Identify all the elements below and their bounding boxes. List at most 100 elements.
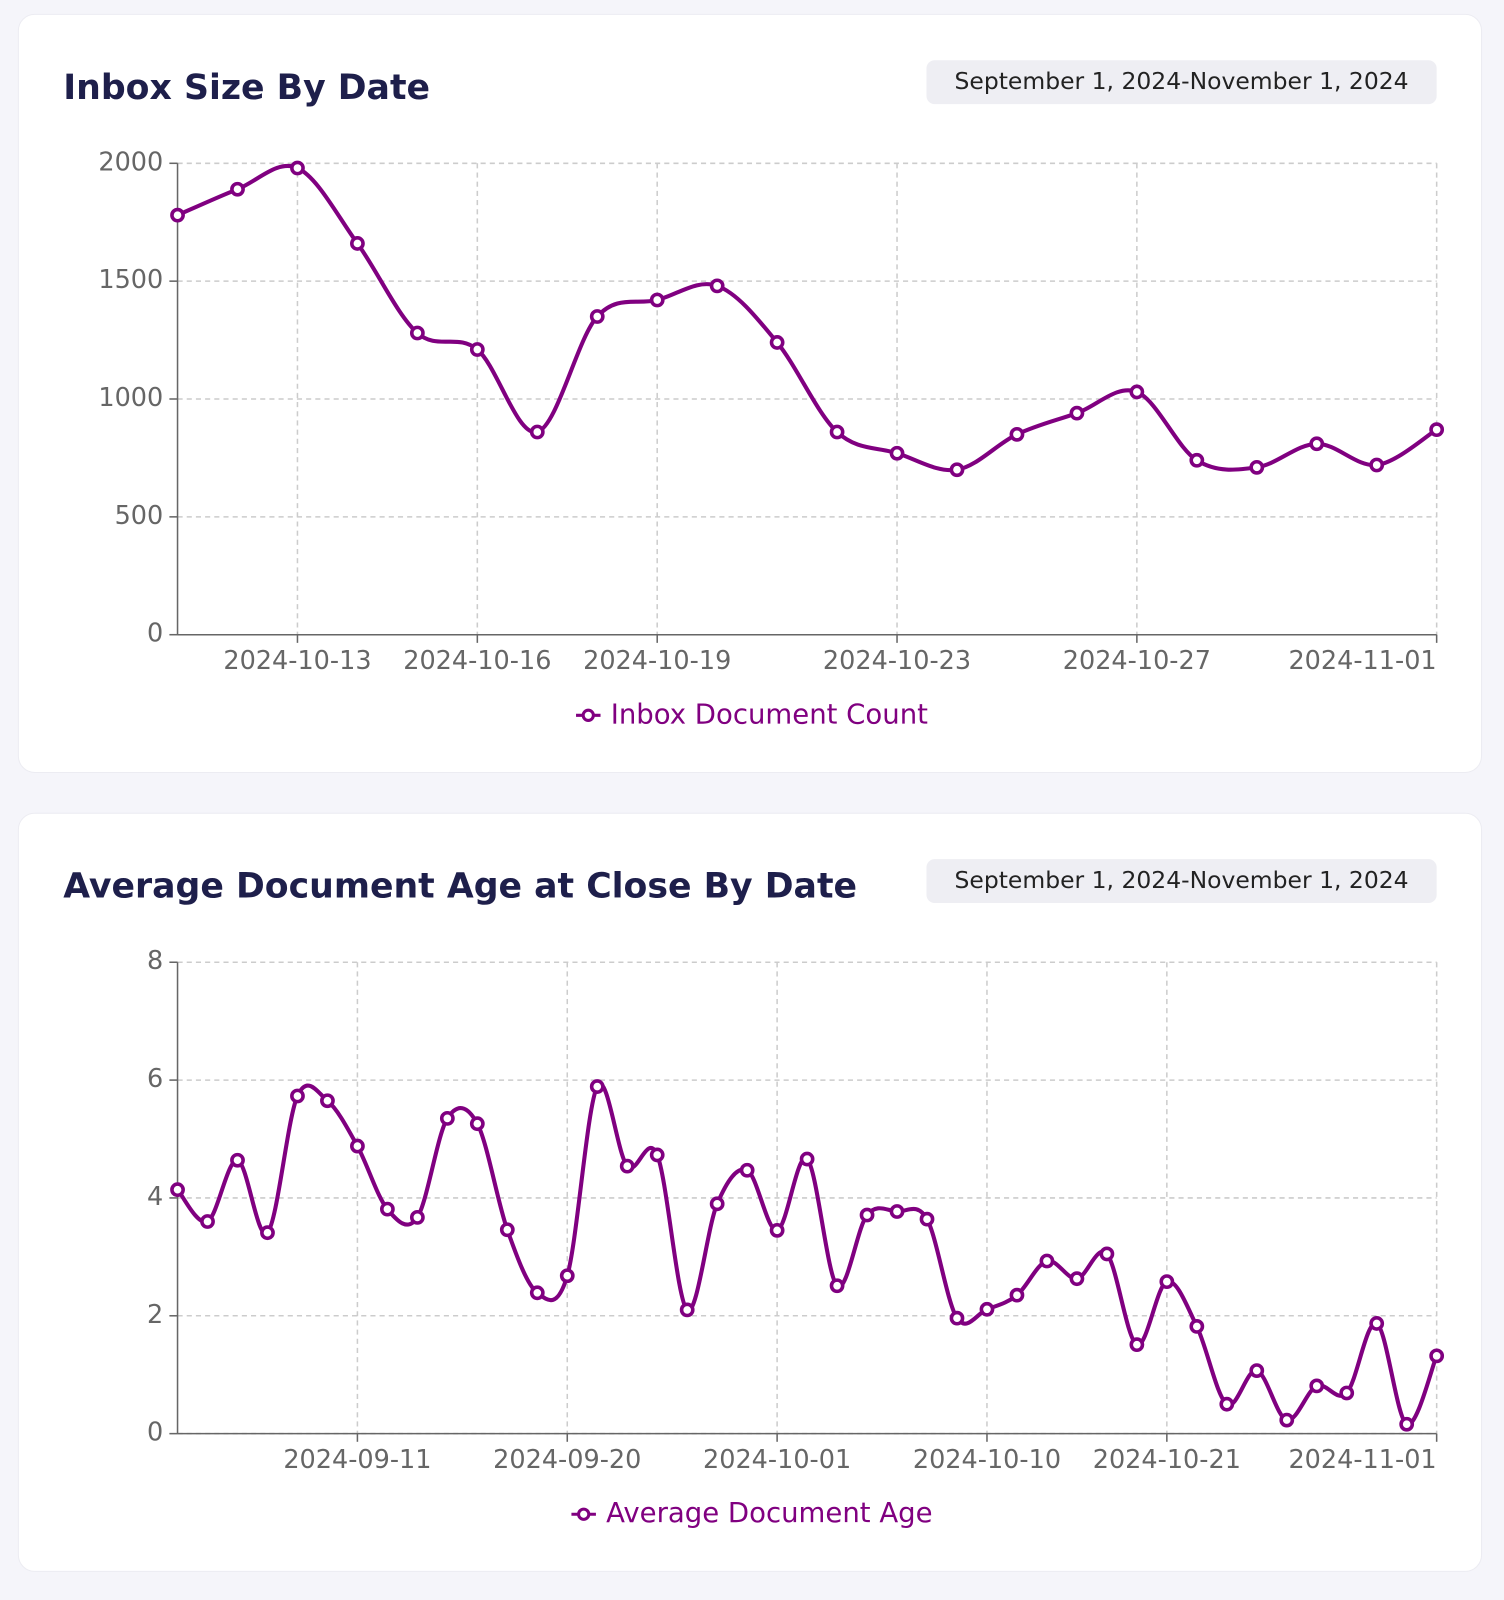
date-range: September 1, 2024-November 1, 2024 — [955, 866, 1409, 894]
point — [799, 1151, 815, 1167]
point — [679, 1302, 695, 1318]
x-tick-label: 2024-10-10 — [913, 1445, 1061, 1475]
point — [290, 1088, 305, 1104]
point — [230, 1152, 245, 1168]
y-tick-label: 500 — [115, 501, 164, 531]
point — [919, 1211, 935, 1227]
point — [1399, 1416, 1415, 1432]
point — [829, 424, 845, 440]
point — [1279, 1412, 1295, 1428]
legend-marker — [577, 1507, 591, 1521]
x-tick-label: 2024-10-13 — [223, 646, 371, 676]
point — [709, 1196, 725, 1212]
point — [619, 1158, 635, 1174]
point — [1429, 422, 1445, 438]
legend-label: Average Document Age — [606, 1497, 932, 1529]
point — [350, 1138, 365, 1154]
point — [1249, 459, 1265, 475]
y-tick-label: 1000 — [98, 383, 163, 413]
x-tick-label: 2024-09-11 — [283, 1445, 431, 1475]
x-tick-label: 2024-09-20 — [493, 1445, 641, 1475]
x-tick-label: 2024-10-19 — [583, 646, 731, 676]
point — [1309, 1378, 1325, 1394]
point — [1369, 1316, 1385, 1331]
point — [1129, 1337, 1145, 1353]
chart-title: Average Document Age at Close By Date — [63, 867, 857, 907]
legend-marker — [581, 708, 595, 722]
y-tick-label: 0 — [147, 1418, 163, 1448]
point — [979, 1301, 995, 1317]
chart-title: Inbox Size By Date — [63, 68, 430, 108]
point — [1039, 1253, 1055, 1269]
point — [1339, 1385, 1355, 1401]
legend-label: Inbox Document Count — [611, 698, 928, 730]
point — [649, 292, 665, 308]
point — [1009, 426, 1025, 442]
point — [1009, 1287, 1025, 1303]
point — [649, 1147, 665, 1163]
y-tick-label: 2 — [147, 1300, 163, 1330]
point — [379, 1201, 395, 1217]
x-tick-label: 2024-10-16 — [403, 646, 551, 676]
point — [1069, 405, 1085, 421]
point — [350, 236, 365, 251]
point — [499, 1222, 515, 1238]
point — [469, 342, 485, 357]
y-tick-label: 0 — [147, 619, 163, 649]
point — [1189, 452, 1205, 468]
date-range-badge — [926, 60, 1437, 105]
point — [1429, 1348, 1445, 1364]
point — [589, 309, 605, 324]
y-tick-label: 1500 — [98, 265, 163, 295]
card — [17, 812, 1483, 1572]
point — [230, 181, 245, 197]
point — [260, 1225, 275, 1241]
point — [829, 1278, 845, 1294]
point — [200, 1214, 215, 1229]
point — [949, 462, 965, 478]
point — [1249, 1363, 1265, 1378]
point — [1369, 457, 1385, 473]
point — [290, 160, 305, 176]
x-tick-label: 2024-10-27 — [1063, 646, 1211, 676]
point — [1309, 436, 1325, 452]
y-tick-label: 8 — [147, 946, 163, 976]
point — [409, 1209, 425, 1225]
point — [1069, 1271, 1085, 1287]
point — [589, 1079, 605, 1094]
point — [1099, 1246, 1115, 1262]
y-tick-label: 4 — [147, 1182, 163, 1212]
point — [469, 1116, 485, 1132]
point — [739, 1162, 755, 1178]
x-tick-label: 2024-11-01 — [1288, 1445, 1436, 1475]
point — [170, 1182, 185, 1198]
point — [439, 1110, 455, 1126]
point — [769, 335, 785, 350]
x-tick-label: 2024-11-01 — [1288, 646, 1436, 676]
point — [559, 1268, 575, 1284]
date-range: September 1, 2024-November 1, 2024 — [955, 67, 1409, 95]
point — [859, 1207, 875, 1223]
point — [529, 424, 545, 440]
y-tick-label: 6 — [147, 1064, 163, 1094]
point — [1219, 1396, 1235, 1412]
x-tick-label: 2024-10-23 — [823, 646, 971, 676]
point — [320, 1093, 335, 1109]
point — [769, 1222, 785, 1238]
card — [17, 13, 1483, 773]
x-tick-label: 2024-10-01 — [703, 1445, 851, 1475]
point — [889, 1204, 905, 1219]
date-range-badge — [926, 859, 1437, 904]
point — [709, 278, 725, 294]
point — [529, 1285, 545, 1301]
point — [889, 445, 905, 461]
point — [1189, 1318, 1205, 1334]
point — [1129, 384, 1145, 400]
point — [409, 325, 425, 341]
point — [1159, 1274, 1175, 1290]
x-tick-label: 2024-10-21 — [1093, 1445, 1241, 1475]
point — [170, 207, 185, 223]
point — [949, 1310, 965, 1326]
